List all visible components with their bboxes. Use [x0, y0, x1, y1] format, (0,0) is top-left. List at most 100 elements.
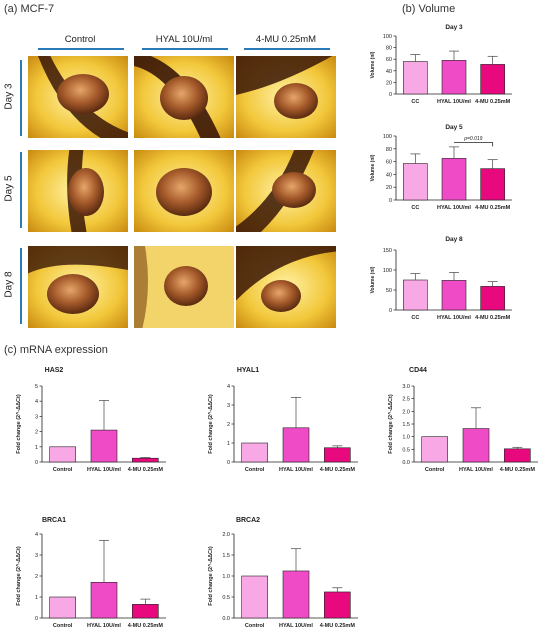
micrograph-control-day3	[28, 56, 128, 138]
row-label-day5: Day 5	[3, 175, 15, 202]
micrograph-hyal-day5	[134, 150, 234, 232]
y-tick-label: 0.5	[402, 447, 410, 453]
y-tick-label: 2.0	[402, 409, 410, 415]
chart-cd44: CD44 0.0 0.5 1.0 1.5 2.0 2.5 3.0 Fold change (2^…	[388, 367, 538, 473]
chart-title: HYAL1	[237, 367, 259, 374]
category-label: HYAL 10U/ml	[279, 467, 313, 473]
bar	[132, 604, 159, 619]
y-tick-label: 1.0	[402, 435, 410, 441]
bar	[282, 570, 310, 619]
panel-b-label: (b) Volume	[402, 3, 456, 15]
chart-title: Day 3	[445, 24, 463, 31]
y-tick-label: 20	[386, 185, 392, 191]
bar	[441, 280, 467, 311]
category-label: CC	[411, 205, 419, 211]
y-tick-label: 80	[386, 147, 392, 153]
category-label: 4-MU 0.25mM	[128, 467, 164, 473]
panel-a-label: (a) MCF-7	[4, 3, 55, 15]
bar	[241, 575, 268, 619]
category-label: 4-MU 0.25mM	[475, 315, 511, 321]
y-tick-label: 3	[35, 414, 38, 420]
y-axis-label: Volume (nl)	[370, 266, 376, 293]
category-label: CC	[411, 99, 419, 105]
y-tick-label: 0.5	[222, 595, 230, 601]
y-tick-label: 100	[383, 134, 392, 140]
chart-has2: HAS2 0 1 2 3 4 5 Fold change (2^-ΔΔCt) Control HY…	[16, 367, 166, 473]
y-tick-label: 1	[35, 595, 38, 601]
micrograph-hyal-day3	[134, 56, 234, 138]
chart-volume-day3: Day 3 0 20 40 60 80 100 Volume (nl) CC HYAL 10U/m…	[370, 24, 512, 105]
column-underline	[142, 48, 228, 50]
bar	[132, 457, 159, 463]
category-label: 4-MU 0.25mM	[500, 467, 536, 473]
bar	[441, 60, 467, 95]
y-axis-label: Fold change (2^-ΔΔCt)	[208, 394, 214, 454]
bar	[282, 427, 310, 463]
row-marker	[20, 248, 22, 324]
y-axis-label: Fold change (2^-ΔΔCt)	[388, 394, 394, 454]
category-label: 4-MU 0.25mM	[128, 623, 164, 629]
y-tick-label: 2.0	[222, 532, 230, 538]
chart-title: HAS2	[45, 367, 64, 374]
y-tick-label: 1	[35, 445, 38, 451]
bar	[480, 286, 505, 311]
chart-brca2: BRCA2 0.0 0.5 1.0 1.5 2.0 Fold change (2^-ΔΔCt…	[208, 517, 358, 629]
y-tick-label: 1.5	[402, 422, 410, 428]
y-tick-label: 80	[386, 46, 392, 52]
micrograph-4mu-day3	[236, 56, 336, 138]
y-tick-label: 150	[383, 248, 392, 254]
y-tick-label: 4	[35, 532, 38, 538]
chart-title: CD44	[409, 367, 427, 374]
y-tick-label: 2	[35, 430, 38, 436]
y-tick-label: 0.0	[402, 460, 410, 466]
y-tick-label: 40	[386, 172, 392, 178]
category-label: HYAL 10U/ml	[459, 467, 493, 473]
y-axis-label: Fold change (2^-ΔΔCt)	[16, 546, 22, 606]
bar	[241, 442, 268, 463]
chart-title: BRCA1	[42, 517, 66, 524]
y-tick-label: 4	[227, 384, 230, 390]
y-tick-label: 4	[35, 399, 38, 405]
category-label: Control	[245, 623, 265, 629]
chart-title: BRCA2	[236, 517, 260, 524]
bar	[49, 446, 76, 463]
category-label: Control	[245, 467, 265, 473]
y-tick-label: 0	[389, 92, 392, 98]
bar	[90, 429, 118, 463]
micrograph-hyal-day8	[134, 246, 234, 328]
category-label: HYAL 10U/ml	[87, 623, 121, 629]
category-label: HYAL 10U/ml	[279, 623, 313, 629]
category-label: 4-MU 0.25mM	[475, 205, 511, 211]
y-tick-label: 0	[389, 198, 392, 204]
category-label: 4-MU 0.25mM	[475, 99, 511, 105]
y-tick-label: 2	[227, 422, 230, 428]
y-axis-label: Fold change (2^-ΔΔCt)	[16, 394, 22, 454]
category-label: 4-MU 0.25mM	[320, 623, 356, 629]
y-axis-label: Volume (nl)	[370, 51, 376, 78]
y-tick-label: 0.0	[222, 616, 230, 622]
panel-c-label: (c) mRNA expression	[4, 344, 108, 356]
y-axis-label: Fold change (2^-ΔΔCt)	[208, 546, 214, 606]
micrograph-control-day5	[28, 150, 128, 232]
bar	[403, 279, 428, 311]
category-label: CC	[411, 315, 419, 321]
y-tick-label: 3.0	[402, 384, 410, 390]
category-label: Control	[53, 623, 73, 629]
chart-title: Day 5	[445, 124, 463, 131]
y-tick-label: 60	[386, 57, 392, 63]
row-marker	[20, 60, 22, 136]
y-tick-label: 20	[386, 80, 392, 86]
category-label: HYAL 10U/ml	[437, 99, 471, 105]
chart-hyal1: HYAL1 0 1 2 3 4 Fold change (2^-ΔΔCt) Control HY…	[208, 367, 358, 473]
micrograph-control-day8	[28, 246, 128, 328]
y-tick-label: 0	[35, 616, 38, 622]
y-tick-label: 1	[227, 441, 230, 447]
column-header-4mu: 4-MU 0.25mM	[255, 34, 317, 45]
bar	[480, 64, 505, 95]
column-underline	[244, 48, 330, 50]
y-tick-label: 1.5	[222, 553, 230, 559]
chart-title: Day 8	[445, 236, 463, 243]
bar	[49, 596, 76, 619]
column-header-hyal: HYAL 10U/ml	[155, 34, 213, 45]
category-label: Control	[425, 467, 445, 473]
